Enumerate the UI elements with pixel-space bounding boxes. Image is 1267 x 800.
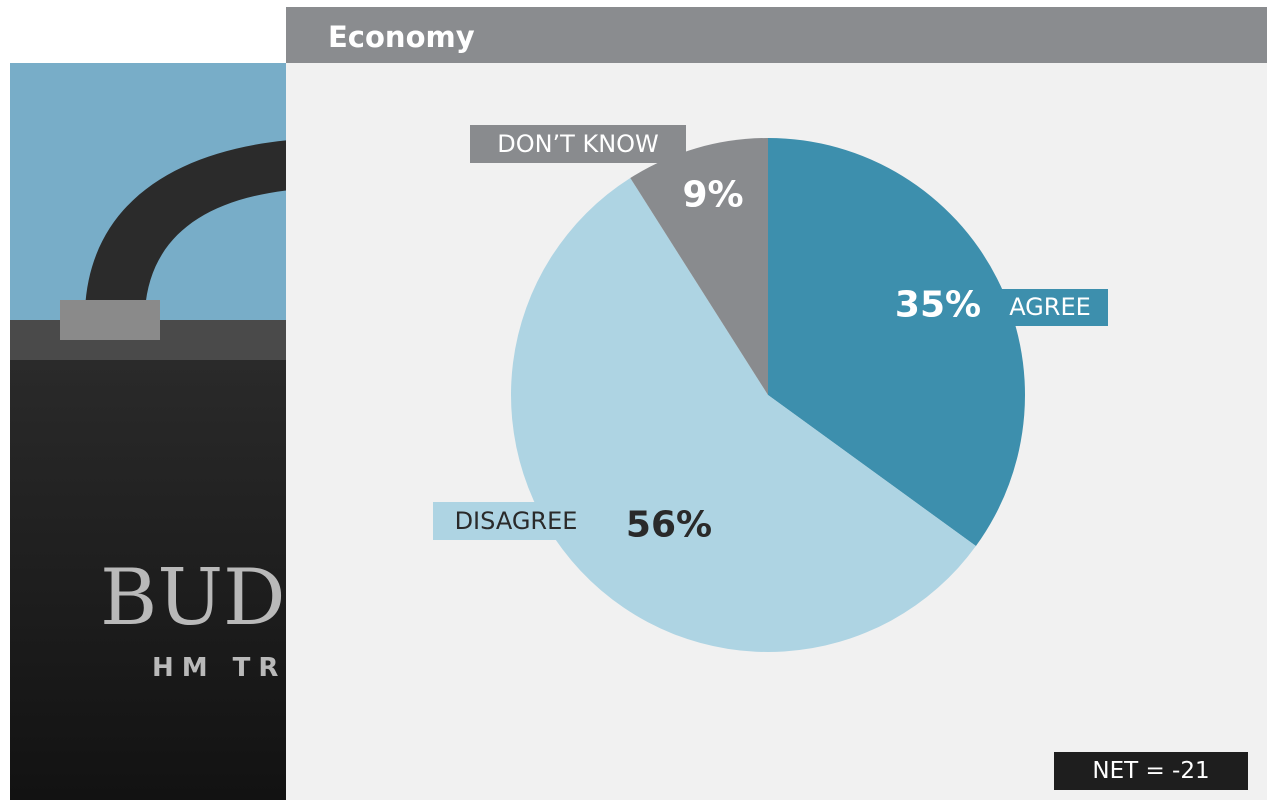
annotation-box xyxy=(1054,752,1248,790)
legend-box xyxy=(433,502,588,540)
header-bar xyxy=(286,7,1267,63)
annotation: NET = -21 xyxy=(1092,758,1209,784)
image-text: BUD xyxy=(100,553,286,643)
data-label: 35% xyxy=(895,285,981,326)
pie-slice xyxy=(510,178,976,653)
image-text: HM TR xyxy=(152,653,286,683)
pie xyxy=(510,138,1025,653)
labels: AGREE 35% DISAGREE 56% DON’T KNOW 9% xyxy=(433,125,1108,546)
legend-box xyxy=(997,289,1108,326)
legend-label: DISAGREE xyxy=(455,507,578,535)
pie-slice xyxy=(768,138,1025,547)
legend-label: AGREE xyxy=(1009,293,1091,321)
pie-slice xyxy=(630,138,768,395)
data-label: 56% xyxy=(626,505,712,546)
data-label: 9% xyxy=(682,175,743,216)
legend-box xyxy=(470,125,686,163)
chart-title: Economy xyxy=(328,20,475,54)
legend-label: DON’T KNOW xyxy=(497,130,659,158)
background-image: BUD HM TR xyxy=(10,63,286,800)
